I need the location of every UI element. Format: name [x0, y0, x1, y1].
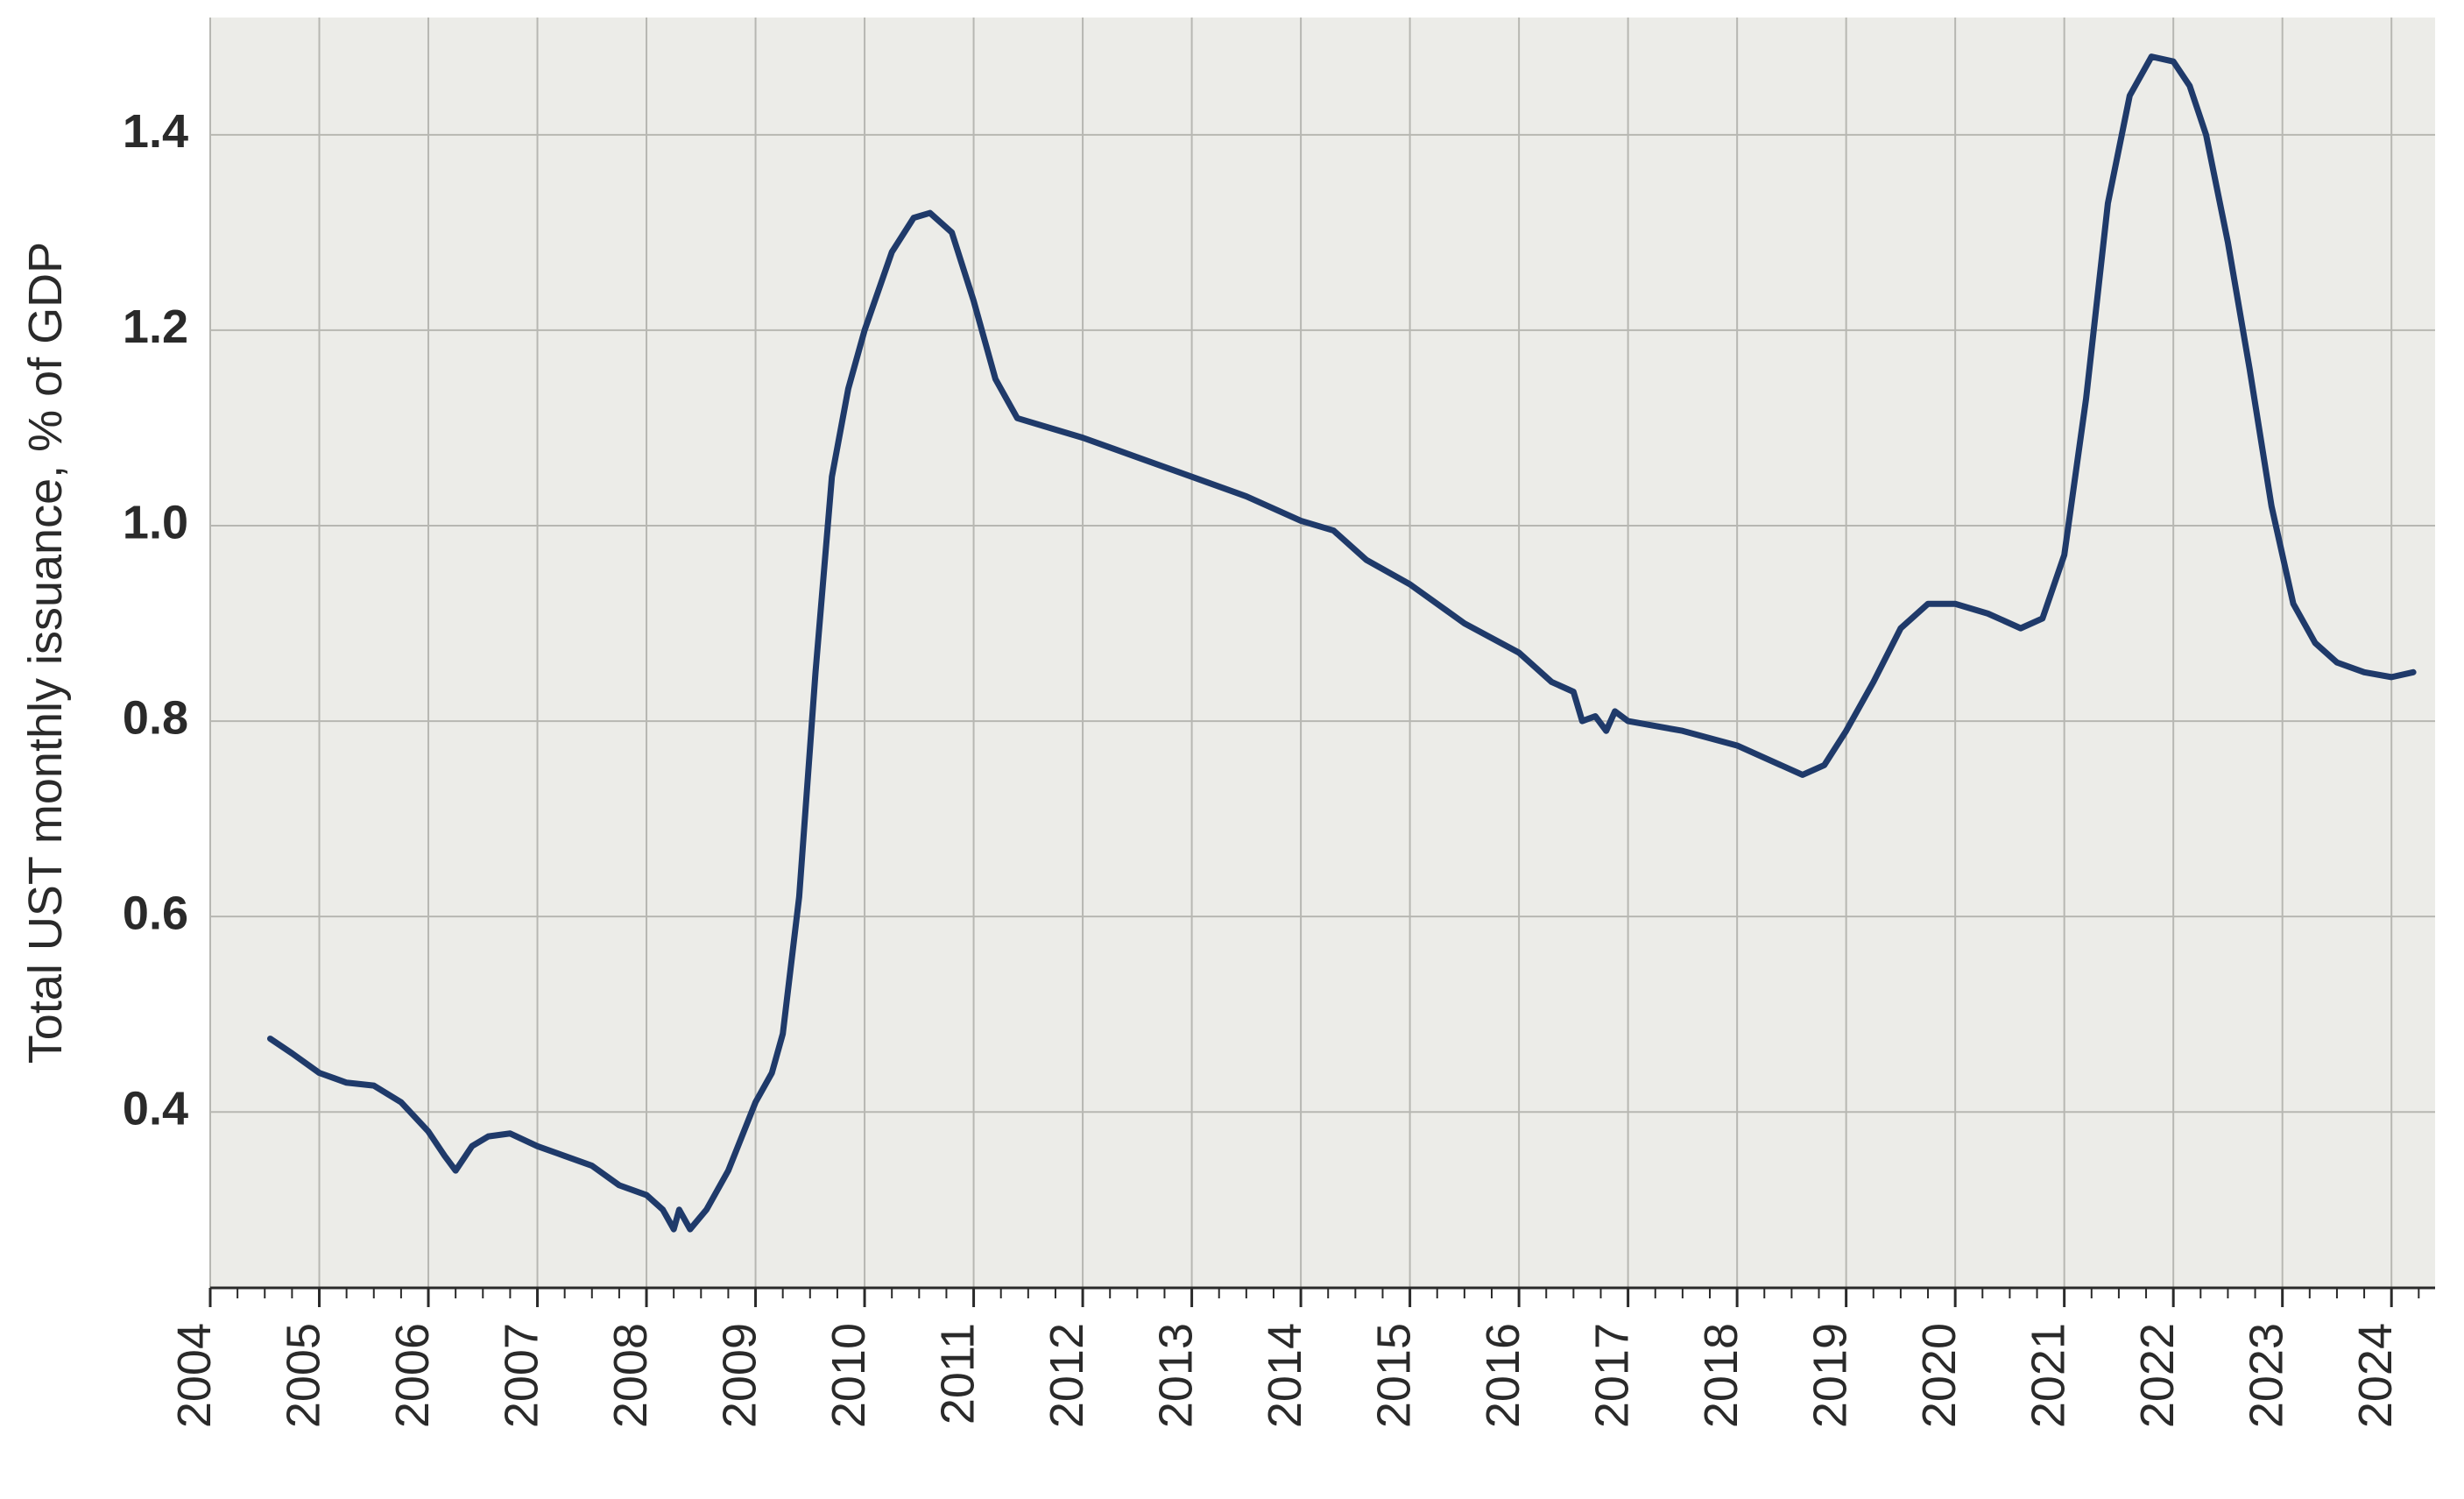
- x-tick-label: 2023: [2241, 1323, 2293, 1428]
- x-tick-label: 2008: [604, 1323, 657, 1428]
- x-tick-label: 2012: [1041, 1323, 1093, 1428]
- plot-background: [210, 18, 2435, 1288]
- x-tick-label: 2018: [1695, 1323, 1747, 1428]
- x-tick-label: 2024: [2349, 1323, 2402, 1428]
- x-tick-label: 2009: [714, 1323, 766, 1428]
- x-tick-label: 2005: [278, 1323, 330, 1428]
- x-tick-label: 2022: [2131, 1323, 2184, 1428]
- x-tick-label: 2011: [932, 1323, 985, 1425]
- x-tick-label: 2020: [1913, 1323, 1966, 1428]
- y-tick-label: 0.8: [123, 691, 188, 744]
- chart-container: 2004 2005 2006 2007 2008 2009 2010 2011 2012 2013…: [0, 0, 2464, 1499]
- x-tick-label: 2015: [1368, 1323, 1421, 1428]
- y-tick-label: 0.4: [123, 1082, 188, 1135]
- x-tick-label: 2016: [1477, 1323, 1529, 1428]
- x-tick-labels: 2004 2005 2006 2007 2008 2009 2010 2011 2012 2013…: [168, 1323, 2402, 1428]
- y-tick-label: 0.6: [123, 887, 188, 939]
- x-ticks: [210, 1288, 2418, 1307]
- line-chart: 2004 2005 2006 2007 2008 2009 2010 2011 2012 2013…: [0, 0, 2464, 1499]
- x-tick-label: 2017: [1586, 1323, 1639, 1428]
- x-tick-label: 2007: [496, 1323, 548, 1428]
- y-tick-label: 1.0: [123, 496, 188, 548]
- x-tick-label: 2013: [1150, 1323, 1203, 1428]
- y-tick-labels: 0.4 0.6 0.8 1.0 1.2 1.4: [123, 105, 188, 1135]
- x-tick-label: 2021: [2023, 1323, 2075, 1428]
- x-tick-label: 2014: [1259, 1323, 1311, 1428]
- y-tick-label: 1.4: [123, 105, 188, 158]
- x-tick-label: 2019: [1804, 1323, 1857, 1428]
- x-tick-label: 2006: [386, 1323, 439, 1428]
- y-tick-label: 1.2: [123, 301, 188, 353]
- x-tick-label: 2010: [823, 1323, 875, 1428]
- y-axis-title: Total UST monthly issuance, % of GDP: [19, 242, 72, 1064]
- x-tick-label: 2004: [168, 1323, 221, 1428]
